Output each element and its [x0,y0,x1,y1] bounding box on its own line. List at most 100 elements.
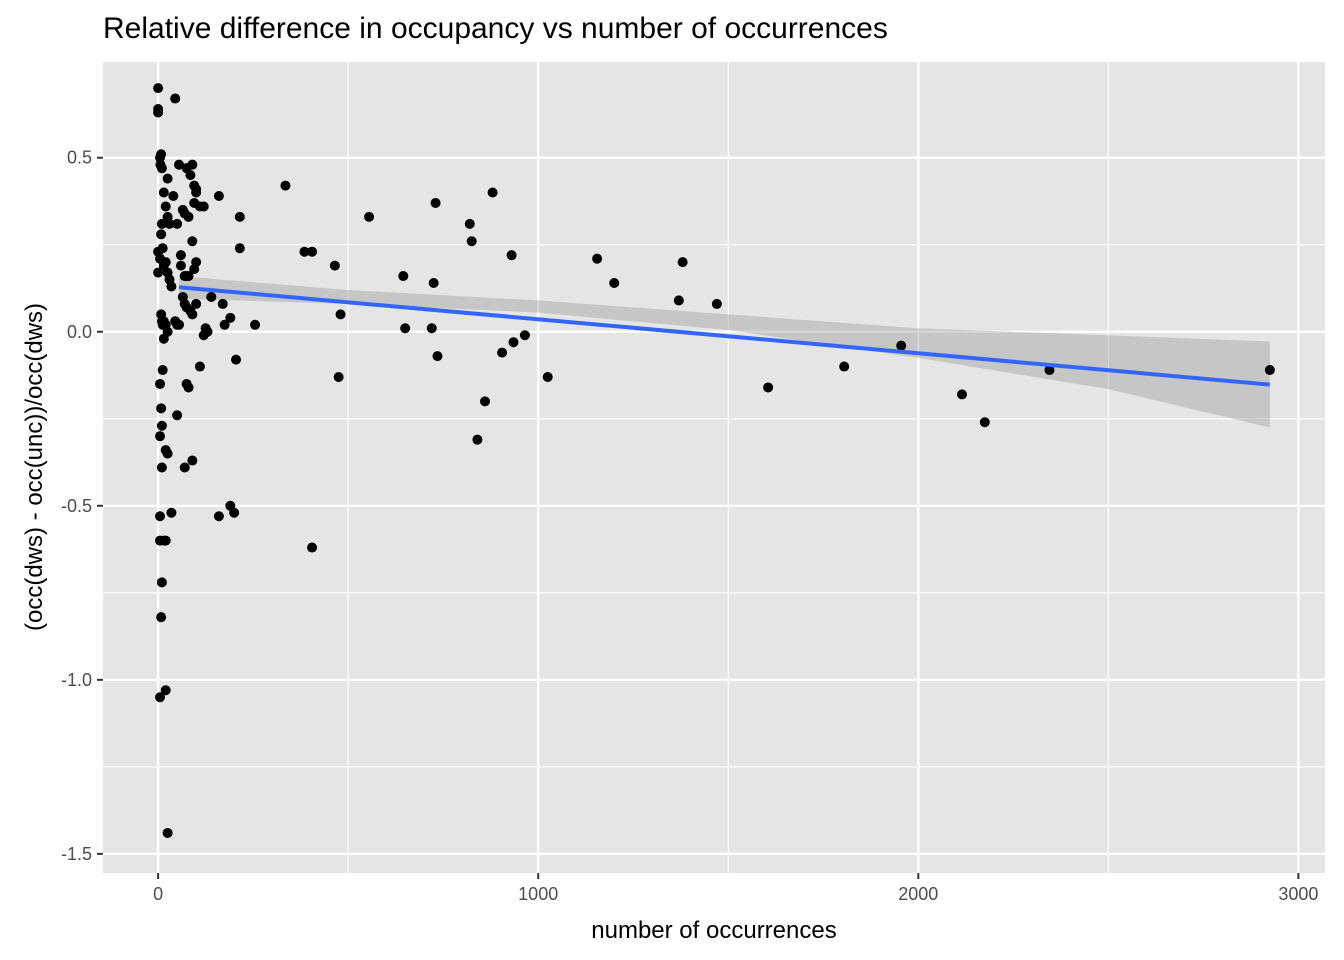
data-points [153,83,1275,838]
data-point-71 [156,420,167,431]
y-axis-title: (occ(dws) - occ(unc))/occ(dws) [21,303,48,631]
minor-grid [103,62,1325,873]
data-point-38 [198,201,209,212]
confidence-band [179,276,1270,428]
data-point-128 [673,295,684,306]
data-point-136 [1044,365,1055,376]
chart-title: Relative difference in occupancy vs numb… [103,12,888,45]
data-point-134 [957,389,968,400]
data-point-32 [185,170,196,181]
data-point-131 [763,382,774,393]
data-point-62 [174,319,185,330]
data-point-81 [155,511,166,522]
data-point-20 [153,267,164,278]
data-point-67 [157,365,168,376]
data-point-111 [400,323,411,334]
data-point-105 [307,542,318,553]
data-point-66 [194,361,205,372]
x-tick-label-2: 2000 [898,884,938,904]
data-point-122 [506,250,517,261]
data-point-115 [432,351,443,362]
data-point-42 [189,264,200,275]
data-point-129 [677,257,688,268]
data-point-87 [160,685,171,696]
data-point-103 [299,246,310,257]
data-point-104 [307,246,318,257]
data-point-119 [479,396,490,407]
data-point-0 [153,83,164,94]
data-point-31 [183,211,194,222]
data-point-109 [364,211,375,222]
data-point-84 [160,535,171,546]
data-point-96 [229,507,240,518]
data-point-86 [156,612,167,623]
data-point-121 [497,347,508,358]
data-point-117 [466,236,477,247]
data-point-85 [156,577,167,588]
data-point-125 [542,372,553,383]
data-point-40 [187,236,198,247]
data-point-77 [187,455,198,466]
data-point-107 [333,372,344,383]
data-point-13 [156,229,167,240]
x-tick-label-1: 1000 [518,884,558,904]
data-point-59 [158,333,169,344]
data-point-25 [172,218,183,229]
regression-line [178,285,1271,387]
data-point-120 [487,187,498,198]
data-point-88 [155,692,166,703]
y-tick-label-3: 0.0 [67,322,92,342]
x-tick-label-0: 0 [153,884,163,904]
data-point-69 [156,403,167,414]
major-grid [103,62,1325,873]
data-point-116 [464,218,475,229]
data-point-46 [183,271,194,282]
data-point-98 [231,354,242,365]
data-point-110 [398,271,409,282]
data-point-90 [206,291,217,302]
data-point-51 [187,309,198,320]
y-axis: -1.5 -1.0 -0.5 0.0 0.5 [61,148,103,864]
data-point-99 [234,243,245,254]
data-point-9 [162,173,173,184]
data-point-33 [187,159,198,170]
data-point-65 [198,330,209,341]
data-point-2 [153,107,164,118]
data-point-118 [472,434,483,445]
data-point-39 [189,197,200,208]
data-point-133 [896,340,907,351]
data-point-114 [430,197,441,208]
data-point-27 [175,250,186,261]
x-axis-title: number of occurrences [591,917,836,944]
confidence-band-layer [179,276,1270,428]
data-point-130 [711,298,722,309]
data-point-101 [250,319,261,330]
data-point-23 [168,191,179,202]
data-point-132 [839,361,850,372]
data-point-68 [155,378,166,389]
data-point-18 [160,257,171,268]
data-point-135 [979,417,990,428]
data-point-72 [155,431,166,442]
data-point-76 [162,448,173,459]
data-point-100 [234,211,245,222]
data-point-113 [428,278,439,289]
data-point-52 [191,298,202,309]
data-point-112 [426,323,437,334]
y-tick-label-0: -1.5 [61,844,92,864]
fit-line-layer [178,285,1271,387]
plot-panel [103,62,1325,873]
data-point-79 [156,462,167,473]
data-point-124 [519,330,530,341]
data-point-22 [166,281,177,292]
x-tick-label-3: 3000 [1278,884,1318,904]
data-point-70 [172,410,183,421]
data-point-26 [174,159,185,170]
data-point-36 [191,187,202,198]
data-point-7 [158,187,169,198]
y-tick-label-2: -0.5 [61,496,92,516]
data-point-89 [162,827,173,838]
y-tick-label-1: -1.0 [61,670,92,690]
data-point-5 [156,149,167,160]
data-point-6 [156,163,167,174]
